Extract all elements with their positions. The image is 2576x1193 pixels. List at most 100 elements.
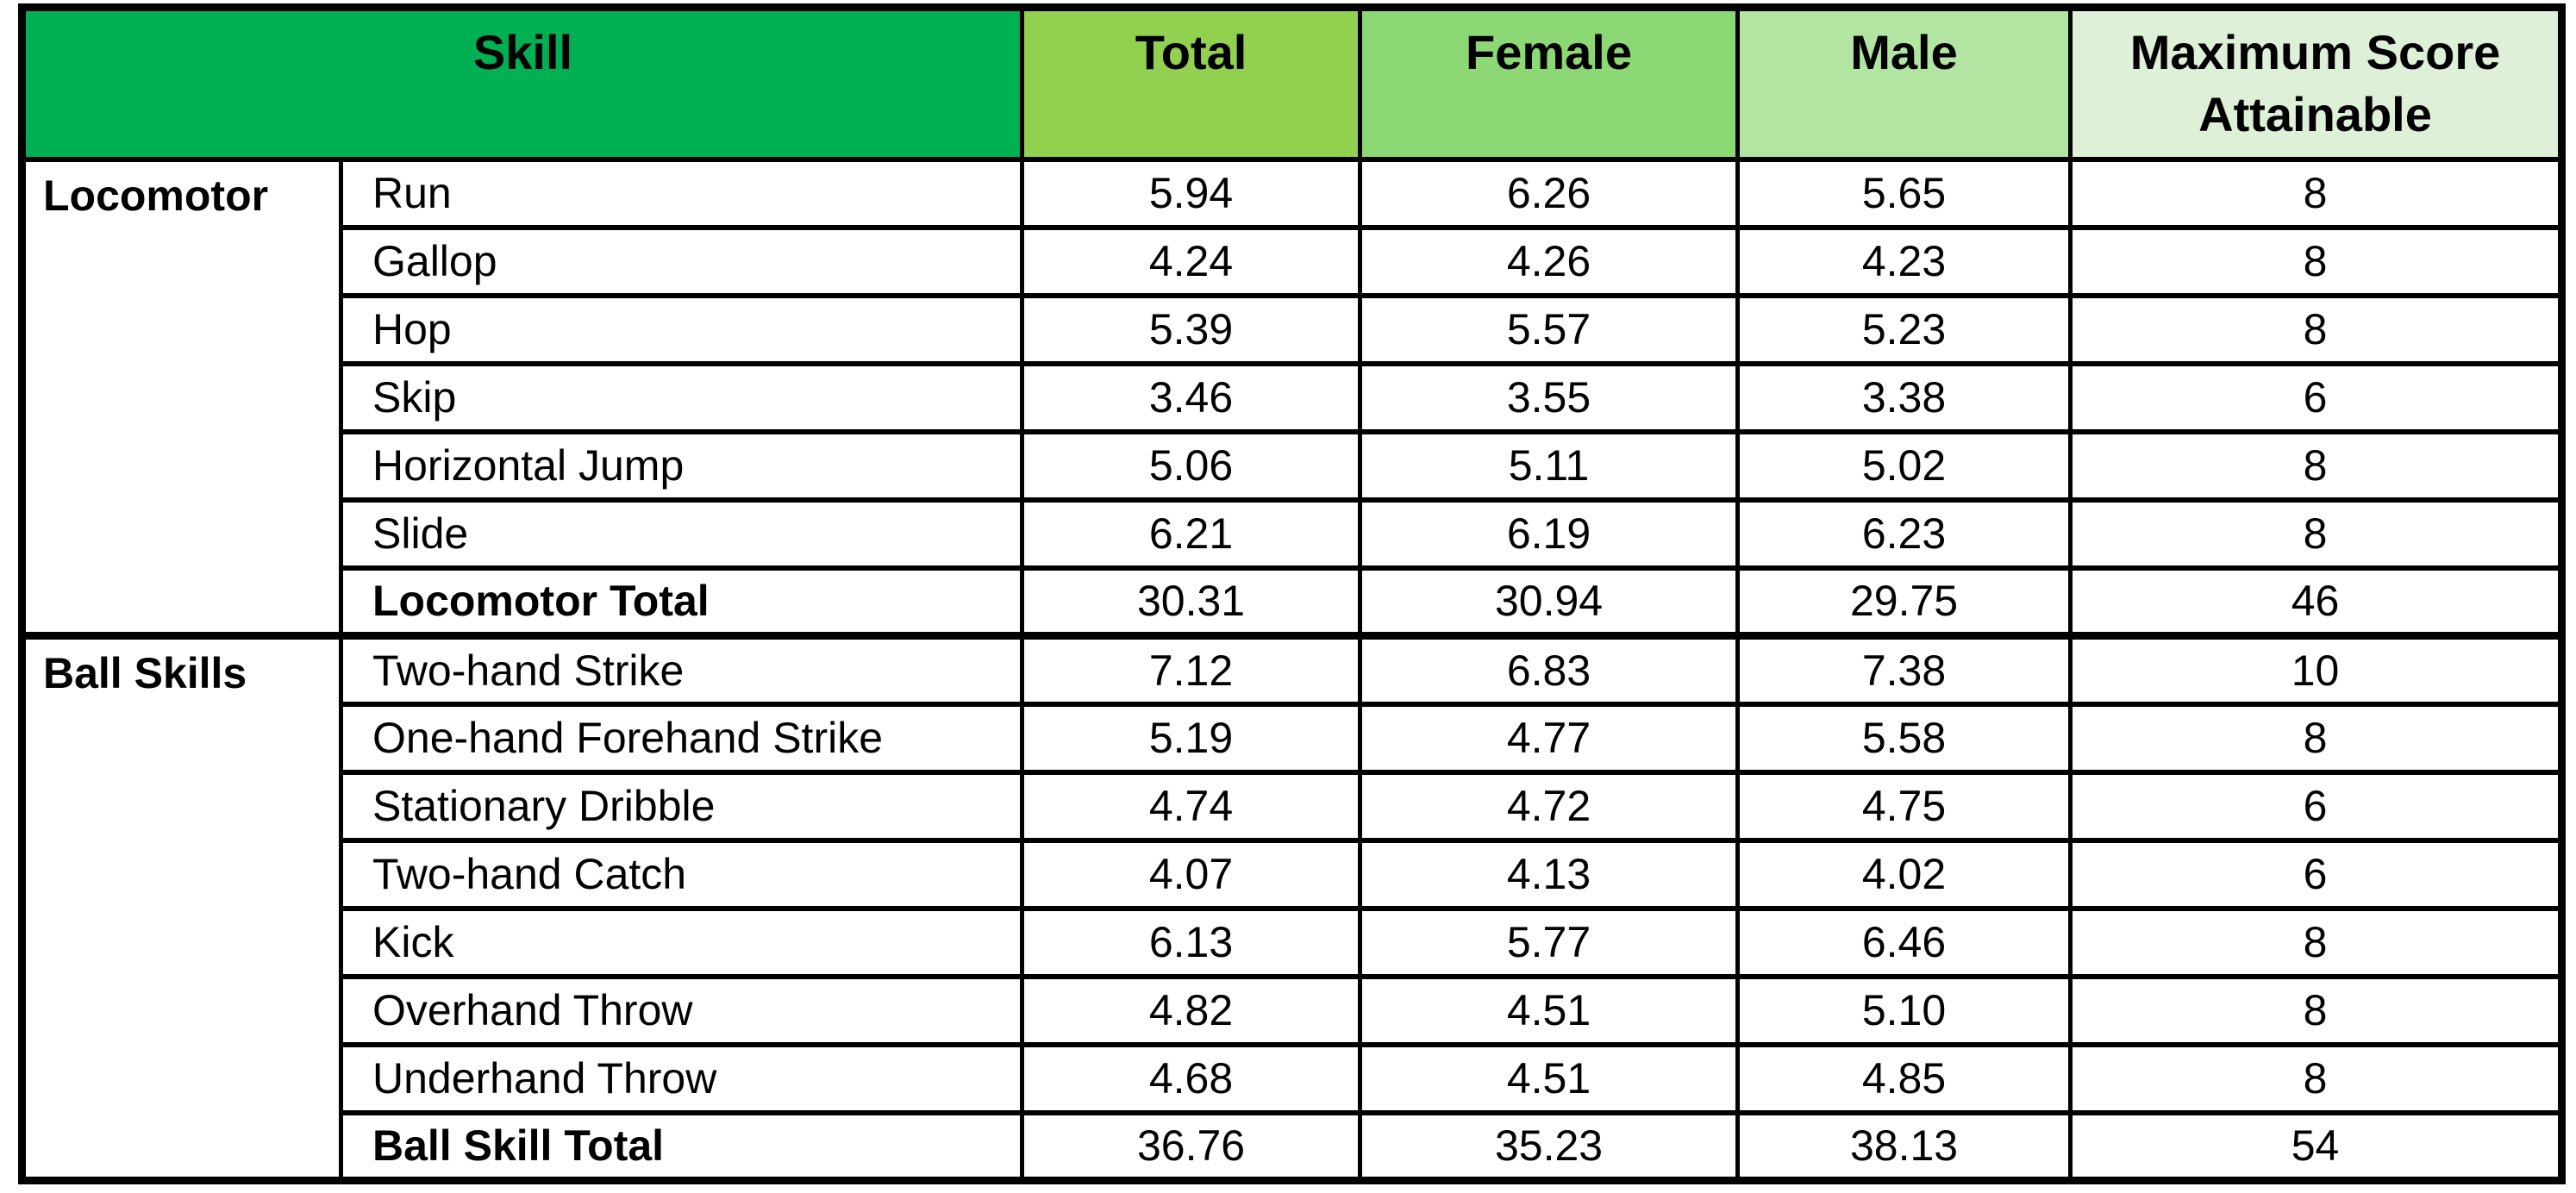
table-row: Skip 3.46 3.55 3.38 6	[22, 360, 2565, 434]
total-value-cell: 4.07	[1020, 837, 1363, 911]
male-value-cell: 4.75	[1735, 769, 2073, 843]
table-row: Two-hand Catch 4.07 4.13 4.02 6	[22, 837, 2565, 911]
female-value-cell: 5.11	[1358, 428, 1741, 503]
table-row: Locomotor Total 30.31 30.94 29.75 46	[22, 565, 2565, 639]
table-row: One-hand Forehand Strike 5.19 4.77 5.58 8	[22, 701, 2565, 775]
skill-name-cell: Two-hand Strike	[338, 632, 1025, 707]
table-row: Hop 5.39 5.57 5.23 8	[22, 292, 2565, 366]
male-value-cell: 4.02	[1735, 837, 2073, 911]
table-row: Gallop 4.24 4.26 4.23 8	[22, 224, 2565, 298]
skill-name-cell: Slide	[338, 497, 1025, 571]
total-value-cell: 36.76	[1020, 1109, 1363, 1184]
max-score-value-cell: 8	[2068, 224, 2565, 298]
female-value-cell: 6.83	[1358, 632, 1741, 707]
table-body: Locomotor Run 5.94 6.26 5.65 8 Gallop 4.24 4.26 4…	[20, 156, 2565, 1184]
column-header-skill: Skill	[19, 4, 1025, 162]
max-score-value-cell: 8	[2068, 701, 2565, 775]
table-row: Kick 6.13 5.77 6.46 8	[22, 905, 2565, 979]
table-row: Overhand Throw 4.82 4.51 5.10 8	[22, 973, 2565, 1047]
male-value-cell: 5.23	[1735, 292, 2073, 366]
skill-name-cell: Overhand Throw	[338, 973, 1025, 1047]
max-score-value-cell: 8	[2068, 428, 2565, 503]
skill-name-cell: Gallop	[338, 224, 1025, 298]
male-value-cell: 6.46	[1735, 905, 2073, 979]
total-value-cell: 5.39	[1020, 292, 1363, 366]
table-row: Stationary Dribble 4.74 4.72 4.75 6	[22, 769, 2565, 843]
total-value-cell: 6.21	[1020, 497, 1363, 571]
female-value-cell: 6.26	[1358, 156, 1741, 230]
male-value-cell: 4.23	[1735, 224, 2073, 298]
skill-name-cell: Kick	[338, 905, 1025, 979]
max-score-value-cell: 8	[2068, 497, 2565, 571]
male-value-cell: 5.10	[1735, 973, 2073, 1047]
female-value-cell: 5.77	[1358, 905, 1741, 979]
max-score-value-cell: 46	[2068, 565, 2565, 639]
total-value-cell: 5.94	[1020, 156, 1363, 230]
male-value-cell: 38.13	[1735, 1109, 2073, 1184]
female-value-cell: 4.51	[1358, 973, 1741, 1047]
female-value-cell: 4.77	[1358, 701, 1741, 775]
total-value-cell: 30.31	[1020, 565, 1363, 639]
max-score-value-cell: 8	[2068, 292, 2565, 366]
male-value-cell: 5.02	[1735, 428, 2073, 503]
total-value-cell: 3.46	[1020, 360, 1363, 434]
female-value-cell: 6.19	[1358, 497, 1741, 571]
max-score-value-cell: 8	[2068, 905, 2565, 979]
total-value-cell: 5.19	[1020, 701, 1363, 775]
column-header-total: Total	[1020, 4, 1363, 162]
table-stage: Skill Total Female Male Maximum Score At…	[18, 3, 2567, 1184]
skill-name-cell: Horizontal Jump	[338, 428, 1025, 503]
male-value-cell: 29.75	[1735, 565, 2073, 639]
table-row: Slide 6.21 6.19 6.23 8	[22, 497, 2565, 571]
skills-table: Skill Total Female Male Maximum Score At…	[18, 3, 2567, 1184]
male-value-cell: 7.38	[1735, 632, 2073, 707]
table-header: Skill Total Female Male Maximum Score At…	[19, 4, 2565, 162]
total-value-cell: 4.82	[1020, 973, 1363, 1047]
male-value-cell: 6.23	[1735, 497, 2073, 571]
column-header-female: Female	[1358, 4, 1741, 162]
skill-name-cell: Skip	[338, 360, 1025, 434]
female-value-cell: 4.26	[1358, 224, 1741, 298]
max-score-value-cell: 6	[2068, 837, 2565, 911]
header-row: Skill Total Female Male Maximum Score At…	[19, 4, 2565, 162]
category-cell: Locomotor	[20, 156, 343, 639]
max-score-value-cell: 6	[2068, 360, 2565, 434]
total-value-cell: 4.24	[1020, 224, 1363, 298]
max-score-value-cell: 8	[2068, 973, 2565, 1047]
female-value-cell: 5.57	[1358, 292, 1741, 366]
skill-name-cell: Run	[338, 156, 1025, 230]
female-value-cell: 4.13	[1358, 837, 1741, 911]
table-row: Underhand Throw 4.68 4.51 4.85 8	[22, 1041, 2565, 1115]
total-value-cell: 4.68	[1020, 1041, 1363, 1115]
male-value-cell: 4.85	[1735, 1041, 2073, 1115]
total-value-cell: 6.13	[1020, 905, 1363, 979]
max-score-value-cell: 10	[2068, 632, 2565, 707]
column-header-max-score: Maximum Score Attainable	[2068, 4, 2565, 162]
female-value-cell: 30.94	[1358, 565, 1741, 639]
male-value-cell: 5.58	[1735, 701, 2073, 775]
max-score-value-cell: 8	[2068, 156, 2565, 230]
total-value-cell: 7.12	[1020, 632, 1363, 707]
column-header-male: Male	[1735, 4, 2073, 162]
male-value-cell: 5.65	[1735, 156, 2073, 230]
female-value-cell: 3.55	[1358, 360, 1741, 434]
table-row: Ball Skills Two-hand Strike 7.12 6.83 7.38 10	[20, 632, 2565, 1184]
total-value-cell: 5.06	[1020, 428, 1363, 503]
skill-name-cell: Stationary Dribble	[338, 769, 1025, 843]
max-score-value-cell: 54	[2068, 1109, 2565, 1184]
female-value-cell: 4.51	[1358, 1041, 1741, 1115]
table-row: Horizontal Jump 5.06 5.11 5.02 8	[22, 428, 2565, 503]
skill-name-cell: One-hand Forehand Strike	[338, 701, 1025, 775]
male-value-cell: 3.38	[1735, 360, 2073, 434]
female-value-cell: 35.23	[1358, 1109, 1741, 1184]
table-row: Ball Skill Total 36.76 35.23 38.13 54	[22, 1109, 2565, 1184]
skill-name-cell: Hop	[338, 292, 1025, 366]
section-total-label-cell: Locomotor Total	[338, 565, 1025, 639]
table-row: Locomotor Run 5.94 6.26 5.65 8	[20, 156, 2565, 639]
total-value-cell: 4.74	[1020, 769, 1363, 843]
category-cell: Ball Skills	[20, 632, 343, 1184]
skill-name-cell: Underhand Throw	[338, 1041, 1025, 1115]
female-value-cell: 4.72	[1358, 769, 1741, 843]
section-total-label-cell: Ball Skill Total	[338, 1109, 1025, 1184]
skill-name-cell: Two-hand Catch	[338, 837, 1025, 911]
